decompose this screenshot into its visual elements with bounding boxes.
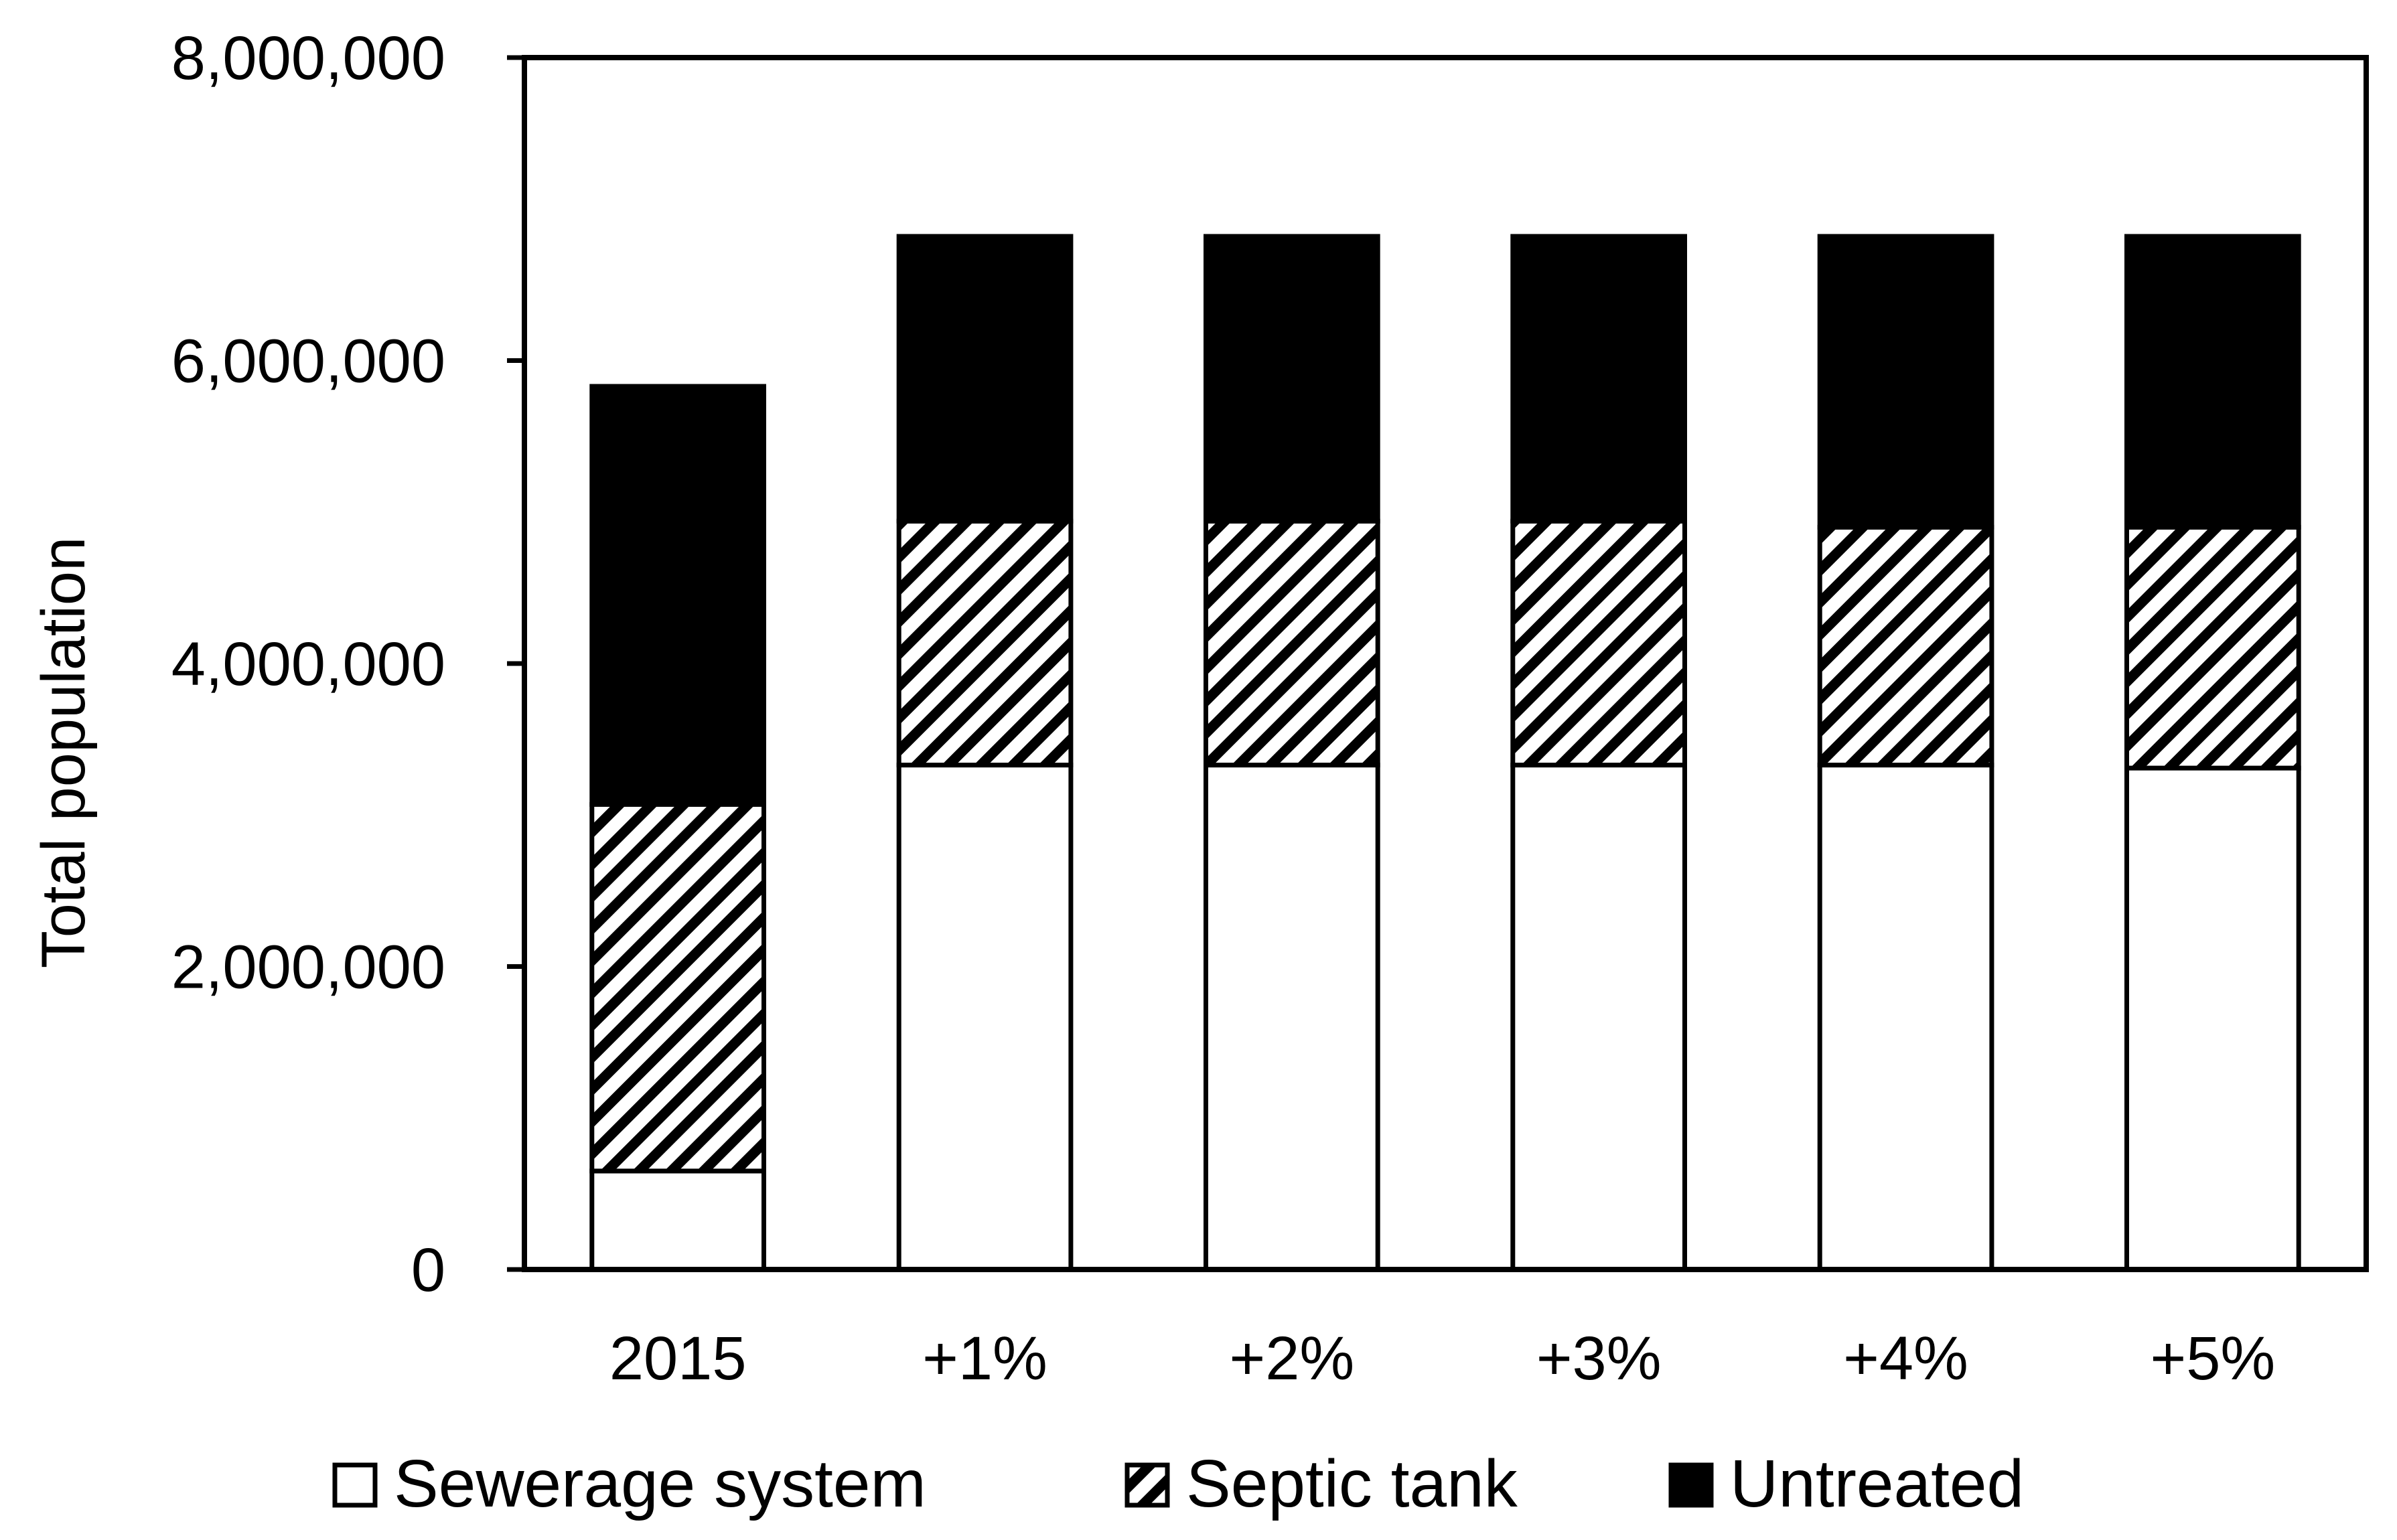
x-tick-label-3: +3%	[1536, 1324, 1662, 1393]
legend-label-1: Septic tank	[1186, 1446, 1518, 1521]
y-tick-label-4: 8,000,000	[171, 24, 445, 92]
bar-segment-untreated-0	[589, 384, 766, 807]
bar-segment-septic-tank-4	[1817, 524, 1994, 768]
y-axis-label: Total population	[29, 537, 98, 969]
y-tick-label-2: 4,000,000	[171, 630, 445, 698]
legend-label-0: Sewerage system	[394, 1446, 926, 1521]
bar-segment-untreated-5	[2124, 234, 2301, 530]
bar-segment-sewerage-system-4	[1817, 763, 1994, 1272]
plot-area-frame	[522, 55, 2369, 1272]
bar-segment-sewerage-system-2	[1204, 763, 1380, 1272]
bar-segment-untreated-2	[1204, 234, 1380, 524]
axes-layer: 0 2,000,000 4,000,000 6,000,000 8,000,000 201…	[171, 24, 2275, 1393]
bar-segment-septic-tank-2	[1204, 518, 1380, 768]
legend-swatch-2	[1668, 1462, 1714, 1508]
bar-segment-septic-tank-1	[896, 518, 1074, 768]
y-tick-label-3: 6,000,000	[171, 327, 445, 396]
bars-layer	[589, 234, 2301, 1272]
x-tick-label-5: +5%	[2150, 1324, 2275, 1393]
x-tick-label-1: +1%	[922, 1324, 1047, 1393]
x-tick-label-4: +4%	[1843, 1324, 1968, 1393]
bar-segment-untreated-4	[1817, 234, 1994, 530]
bar-segment-untreated-3	[1510, 234, 1688, 524]
legend-label-2: Untreated	[1730, 1446, 2024, 1521]
bar-segment-sewerage-system-3	[1510, 763, 1688, 1272]
y-tick-label-1: 2,000,000	[171, 933, 445, 1002]
legend-swatch-1	[1124, 1462, 1170, 1508]
bar-segment-septic-tank-0	[589, 801, 766, 1174]
bar-segment-septic-tank-3	[1510, 518, 1688, 768]
bar-segment-sewerage-system-5	[2124, 765, 2301, 1272]
bar-segment-sewerage-system-1	[896, 763, 1074, 1272]
bar-segment-septic-tank-5	[2124, 524, 2301, 771]
bar-segment-sewerage-system-0	[589, 1168, 766, 1272]
x-tick-label-2: +2%	[1229, 1324, 1354, 1393]
bar-segment-untreated-1	[896, 234, 1074, 524]
legend-swatch-0	[332, 1462, 378, 1508]
legend: Sewerage system Septic tank Untreated	[332, 1446, 2024, 1521]
x-tick-label-0: 2015	[609, 1324, 747, 1393]
y-tick-label-0: 0	[411, 1236, 445, 1304]
